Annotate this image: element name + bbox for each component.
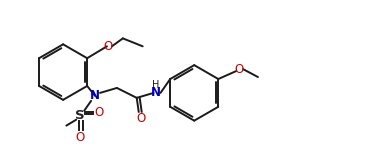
Text: S: S	[75, 109, 85, 122]
Text: O: O	[75, 131, 85, 144]
Text: O: O	[94, 106, 104, 119]
Text: N: N	[151, 86, 161, 99]
Text: H: H	[152, 80, 159, 90]
Text: N: N	[90, 89, 100, 102]
Text: O: O	[136, 112, 145, 125]
Text: O: O	[103, 40, 112, 53]
Text: O: O	[234, 63, 244, 76]
